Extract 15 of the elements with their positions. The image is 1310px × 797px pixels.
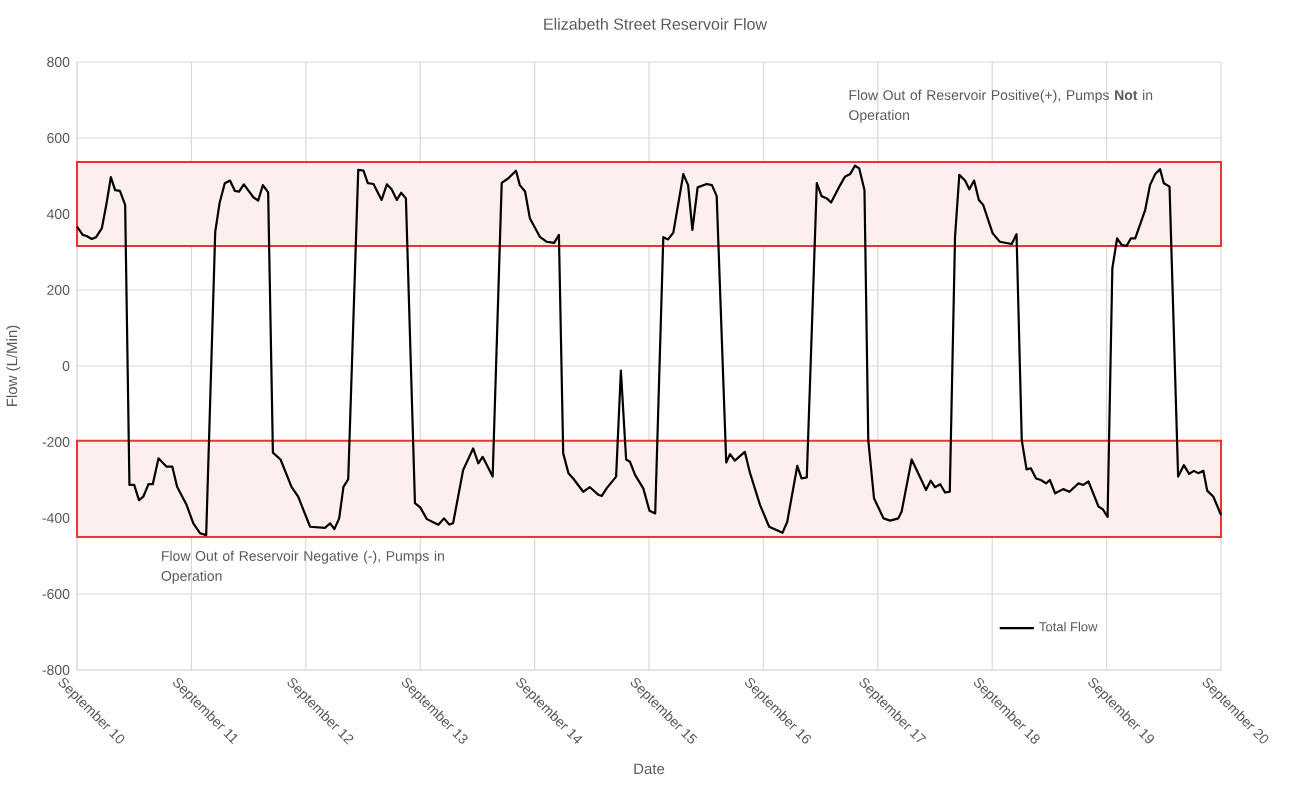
y-tick-label: 600	[47, 133, 70, 143]
chart-title: Elizabeth Street Reservoir Flow	[544, 18, 768, 30]
band-label: Flow Out of Reservoir Negative (-), Pumps in Operation	[161, 550, 444, 584]
legend-label: Total Flow	[1039, 621, 1098, 632]
y-tick-label: -800	[42, 665, 70, 675]
y-tick-label: -400	[42, 513, 70, 523]
y-tick-label: -600	[42, 589, 70, 599]
y-tick-label: 0	[62, 361, 70, 371]
y-tick-label: -200	[42, 437, 70, 447]
text: Flow Out of Reservoir Positive(+), Pumps Not in Operation	[849, 89, 1153, 123]
x-axis-title: Date	[634, 763, 665, 775]
y-tick-label: 200	[47, 285, 70, 295]
y-tick-label: 800	[47, 57, 70, 67]
y-axis-title: Flow (L/Min)	[6, 325, 21, 407]
y-tick-label: 400	[46, 209, 70, 219]
